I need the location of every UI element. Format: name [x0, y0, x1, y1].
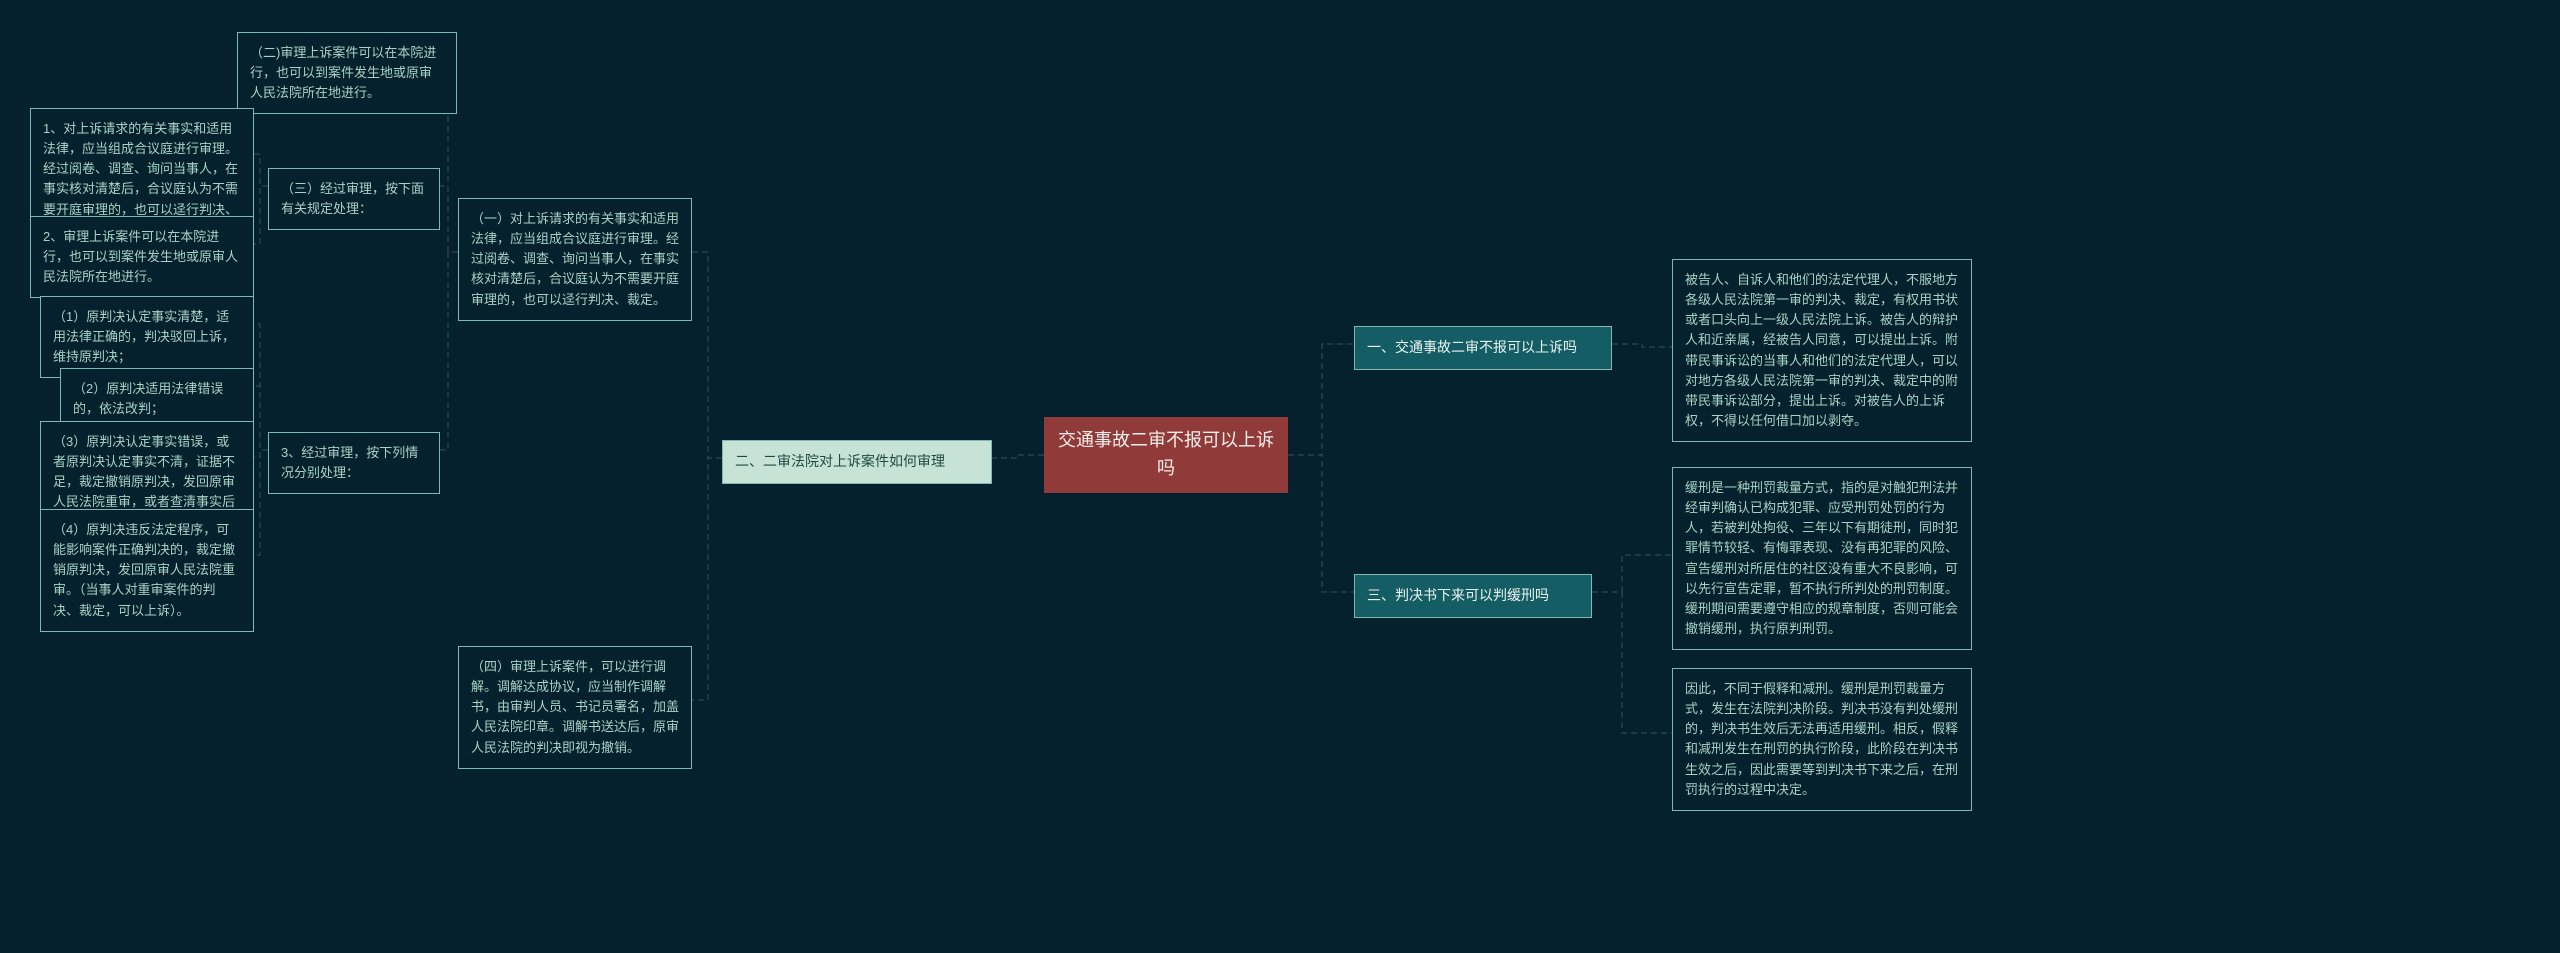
node-l1a1: （二)审理上诉案件可以在本院进行，也可以到案件发生地或原审人民法院所在地进行。 — [237, 32, 457, 114]
node-l1a3a: （1）原判决认定事实清楚，适用法律正确的，判决驳回上诉，维持原判决； — [40, 296, 254, 378]
node-l1a3d: （4）原判决违反法定程序，可能影响案件正确判决的，裁定撤销原判决，发回原审人民法… — [40, 509, 254, 632]
leaf-r2b: 因此，不同于假释和减刑。缓刑是刑罚裁量方式，发生在法院判决阶段。判决书没有判处缓… — [1672, 668, 1972, 811]
node-l1b: （四）审理上诉案件，可以进行调解。调解达成协议，应当制作调解书，由审判人员、书记… — [458, 646, 692, 769]
root-node: 交通事故二审不报可以上诉吗 — [1044, 417, 1288, 493]
node-l1a2: （三）经过审理，按下面有关规定处理： — [268, 168, 440, 230]
mindmap-canvas: { "canvas": { "width": 2560, "height": 9… — [0, 0, 2560, 953]
node-l1a3: 3、经过审理，按下列情况分别处理： — [268, 432, 440, 494]
leaf-r1a: 被告人、自诉人和他们的法定代理人，不服地方各级人民法院第一审的判决、裁定，有权用… — [1672, 259, 1972, 442]
branch-r2: 三、判决书下来可以判缓刑吗 — [1354, 574, 1592, 618]
node-l1a2b: 2、审理上诉案件可以在本院进行，也可以到案件发生地或原审人民法院所在地进行。 — [30, 216, 254, 298]
branch-r1: 一、交通事故二审不报可以上诉吗 — [1354, 326, 1612, 370]
leaf-r2a: 缓刑是一种刑罚裁量方式，指的是对触犯刑法并经审判确认已构成犯罪、应受刑罚处罚的行… — [1672, 467, 1972, 650]
branch-l1: 二、二审法院对上诉案件如何审理 — [722, 440, 992, 484]
node-l1a: （一）对上诉请求的有关事实和适用法律，应当组成合议庭进行审理。经过阅卷、调查、询… — [458, 198, 692, 321]
